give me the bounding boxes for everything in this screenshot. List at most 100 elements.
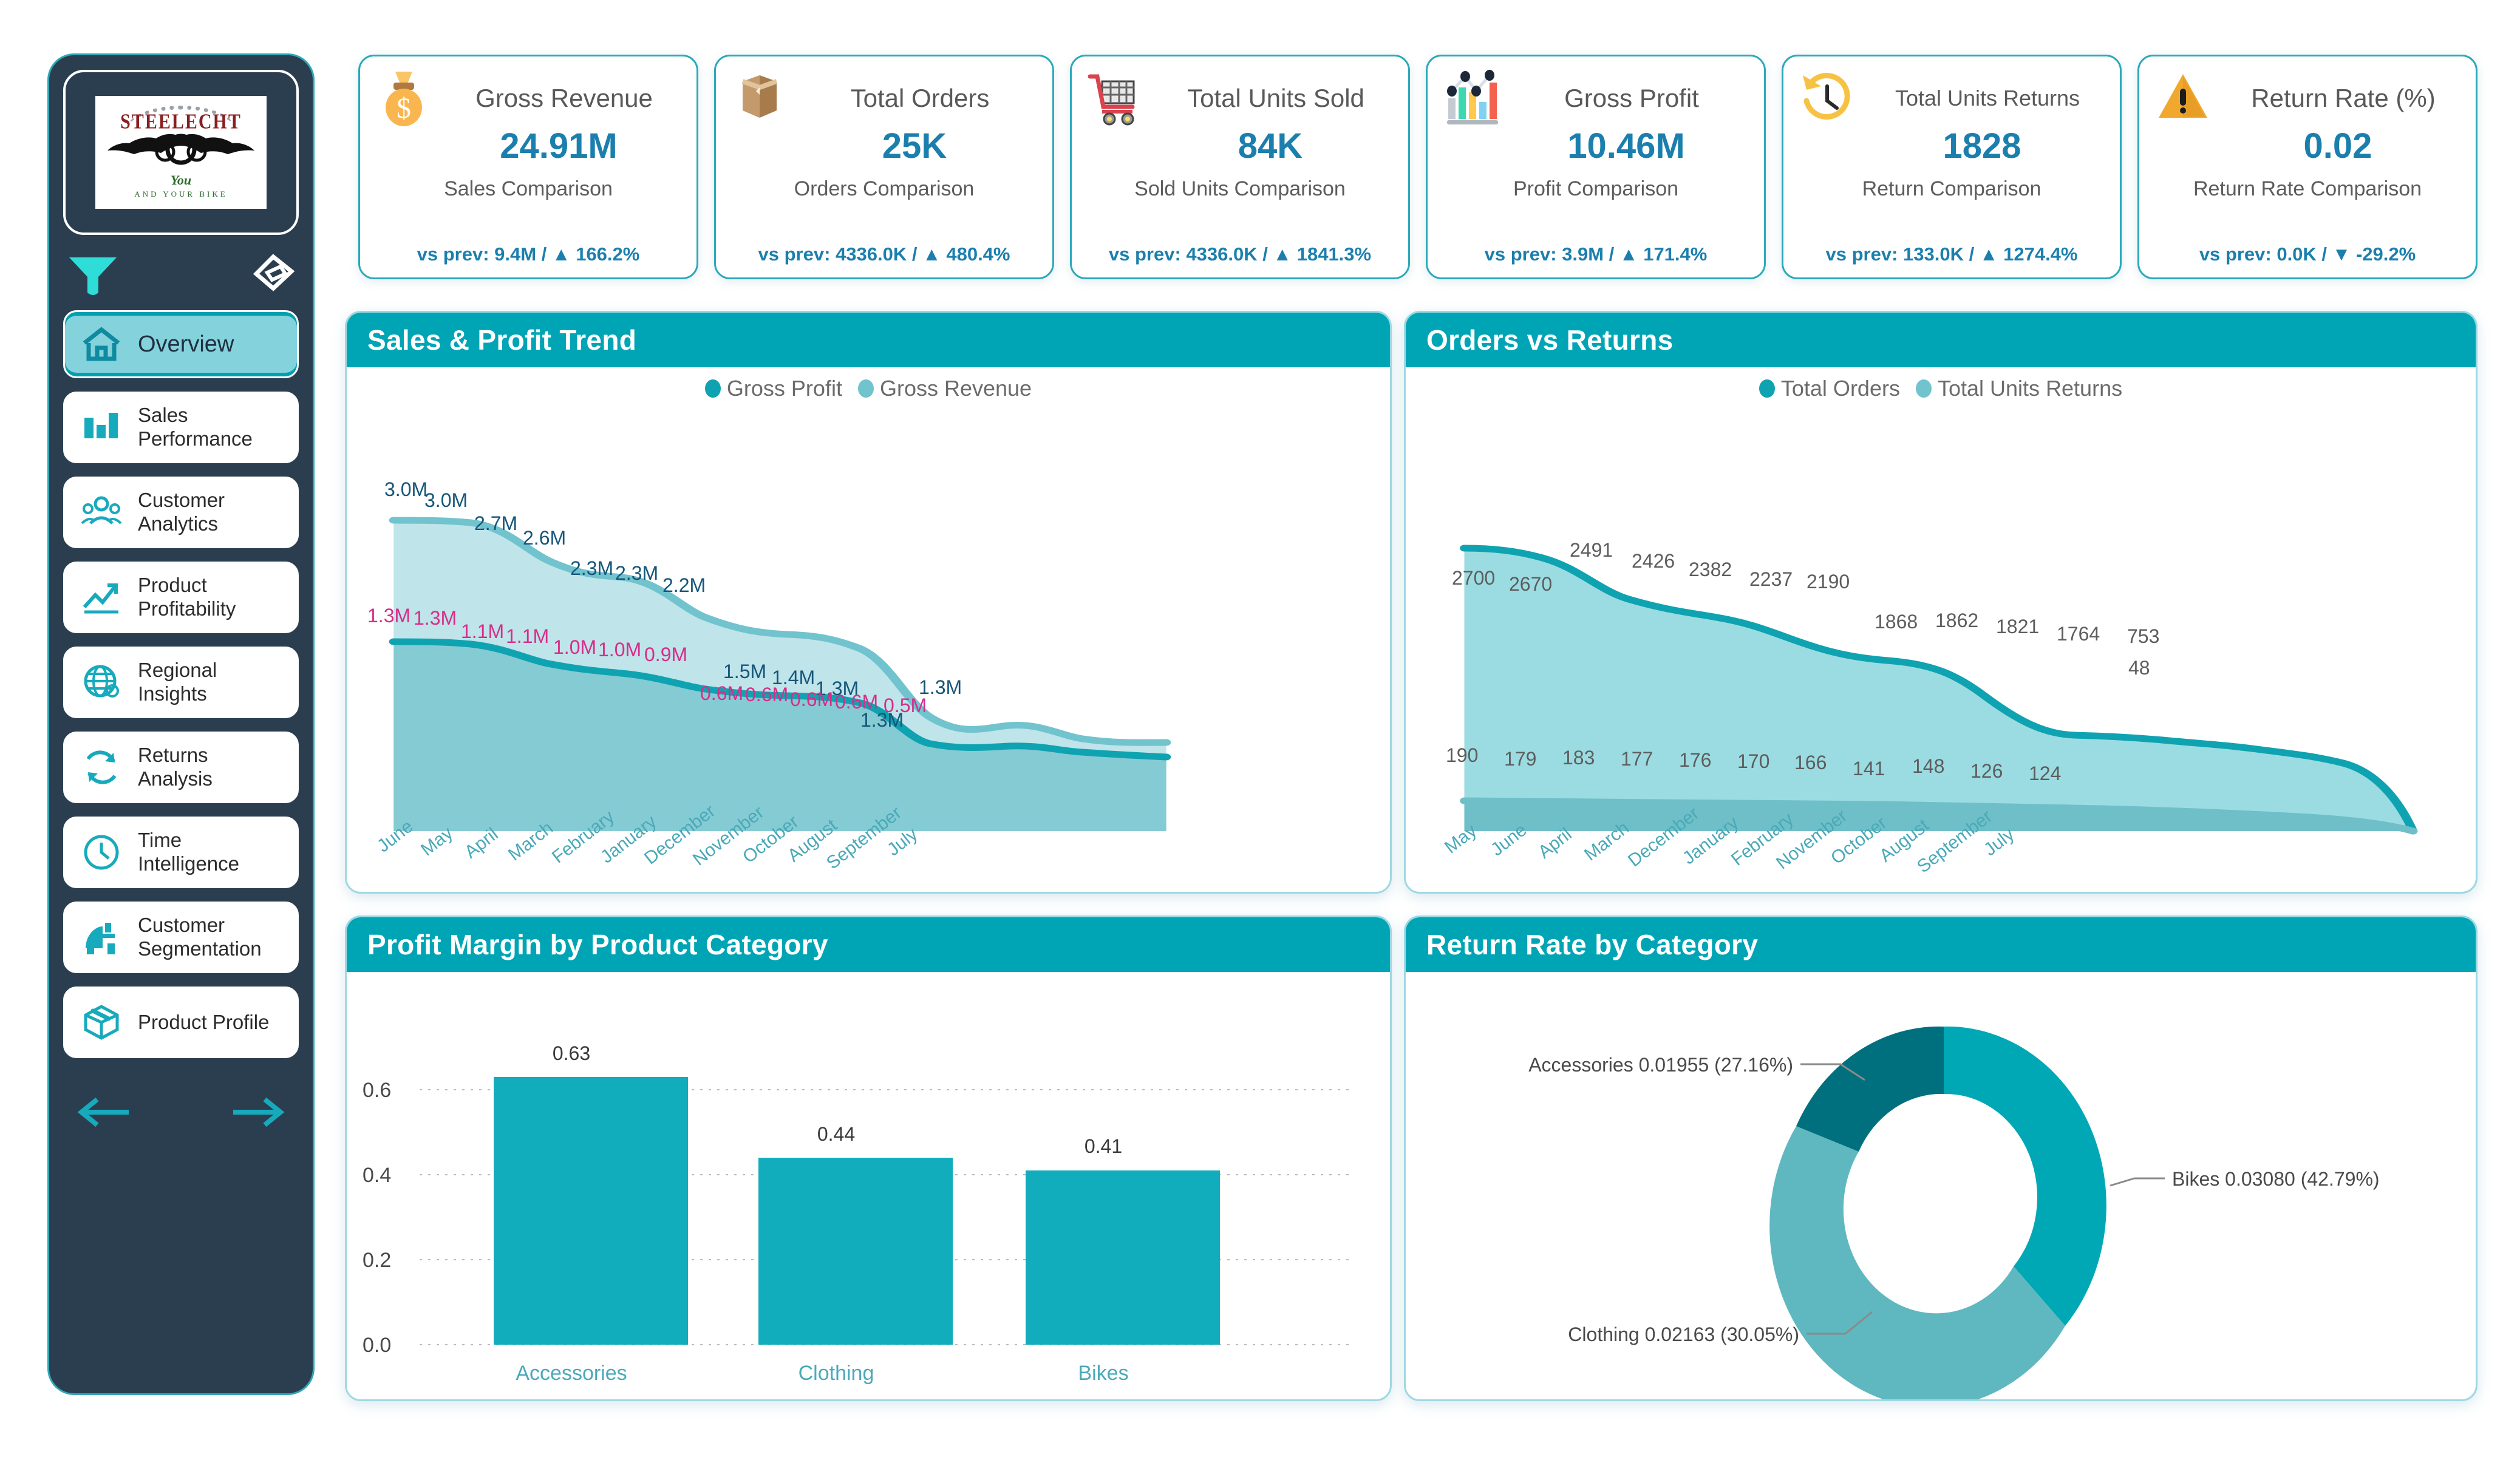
bar-bikes[interactable] — [1026, 1170, 1220, 1345]
diamond-icon[interactable] — [251, 253, 295, 297]
sidebar-item-label: Time Intelligence — [138, 829, 239, 875]
logo-frame: STEELECHT You AND YOUR BIKE — [63, 70, 299, 235]
sidebar-item-regional-insights[interactable]: Regional Insights — [63, 647, 299, 718]
kpi-card-gross-profit[interactable]: Gross Profit 10.46M Profit Comparison vs… — [1426, 55, 1766, 279]
svg-text:0.44: 0.44 — [817, 1123, 855, 1145]
svg-text:1764: 1764 — [2057, 623, 2100, 645]
svg-text:2190: 2190 — [1807, 571, 1850, 593]
legend-item-gross-revenue[interactable]: Gross Revenue — [857, 376, 1032, 401]
svg-text:0.2: 0.2 — [363, 1249, 391, 1272]
kpi-card-total-units-sold[interactable]: Total Units Sold 84K Sold Units Comparis… — [1070, 55, 1410, 279]
svg-text:2.6M: 2.6M — [523, 527, 566, 549]
sidebar-item-time-intelligence[interactable]: Time Intelligence — [63, 817, 299, 888]
legend: Total Orders Total Units Returns — [1406, 376, 2476, 401]
svg-text:2.3M: 2.3M — [615, 562, 658, 584]
sidebar-item-sales-performance[interactable]: Sales Performance — [63, 392, 299, 463]
donut-slice-bikes[interactable] — [1944, 1026, 2106, 1326]
panel-body: Total Orders Total Units Returns 2700 26… — [1406, 367, 2476, 892]
sidebar-item-label: Customer Segmentation — [138, 914, 262, 960]
svg-text:Accessories: Accessories — [516, 1362, 627, 1385]
kpi-subtitle: Return Rate Comparison — [2193, 177, 2422, 200]
svg-text:3.0M: 3.0M — [424, 489, 468, 511]
bar-clothing[interactable] — [758, 1158, 953, 1345]
sidebar-item-customer-segmentation[interactable]: Customer Segmentation — [63, 902, 299, 973]
svg-text:126: 126 — [1970, 760, 2003, 782]
bar-chart-icon — [1447, 70, 1498, 124]
globe-icon — [84, 665, 119, 698]
microscope-icon — [86, 923, 115, 954]
legend: Gross Profit Gross Revenue — [347, 376, 1390, 401]
panel-body: Gross Profit Gross Revenue 3.0M 3.0M 2.7… — [347, 367, 1390, 892]
kpi-card-gross-revenue[interactable]: $ Gross Revenue 24.91M Sales Comparison … — [358, 55, 698, 279]
svg-text:1.0M: 1.0M — [598, 639, 641, 661]
svg-text:2426: 2426 — [1632, 550, 1675, 572]
kpi-value: 84K — [1238, 126, 1303, 166]
kpi-subtitle: Profit Comparison — [1513, 177, 1679, 200]
svg-text:176: 176 — [1679, 749, 1711, 771]
sidebar-item-product-profitability[interactable]: Product Profitability — [63, 562, 299, 633]
svg-text:1.3M: 1.3M — [816, 678, 859, 699]
arrow-left-icon[interactable] — [77, 1093, 132, 1131]
kpi-title: Gross Profit — [1564, 84, 1699, 112]
donut-slice-clothing[interactable] — [1769, 1126, 2065, 1399]
svg-text:1868: 1868 — [1875, 611, 1918, 633]
legend-dot — [857, 379, 874, 398]
sales-profit-area-chart[interactable]: 3.0M 3.0M 2.7M 2.6M 2.3M 2.3M 2.2M 1.5M … — [347, 367, 1390, 894]
revenue-value-labels: 3.0M 3.0M 2.7M 2.6M 2.3M 2.3M 2.2M 1.5M … — [384, 478, 962, 731]
svg-text:$: $ — [397, 92, 411, 124]
logo-tagline: AND YOUR BIKE — [134, 189, 228, 199]
bar-accessories[interactable] — [494, 1077, 688, 1345]
sidebar-item-label: Returns Analysis — [138, 744, 213, 790]
donut-label-bikes: Bikes 0.03080 (42.79%) — [2172, 1168, 2380, 1190]
svg-text:1.3M: 1.3M — [414, 607, 457, 629]
svg-text:179: 179 — [1504, 748, 1536, 770]
kpi-delta: vs prev: 0.0K / ▼ -29.2% — [2199, 243, 2416, 265]
donut-slice-accessories[interactable] — [1796, 1026, 1944, 1152]
svg-text:48: 48 — [2128, 657, 2150, 679]
panel-title: Profit Margin by Product Category — [367, 929, 828, 960]
kpi-card-total-units-returns[interactable]: Total Units Returns 1828 Return Comparis… — [1782, 55, 2122, 279]
kpi-value: 1828 — [1943, 126, 2021, 166]
logo-wordmark: STEELECHT — [120, 110, 242, 134]
sidebar-item-label: Sales Performance — [138, 404, 253, 450]
panel-title: Orders vs Returns — [1426, 324, 1674, 356]
svg-text:1.1M: 1.1M — [461, 620, 504, 642]
logo-wings-icon — [107, 134, 254, 165]
profit-area — [393, 642, 1166, 831]
orders-line — [1460, 545, 2418, 835]
box-icon — [84, 1005, 119, 1040]
kpi-title: Return Rate (%) — [2251, 84, 2436, 112]
kpi-title: Gross Revenue — [475, 84, 653, 112]
svg-text:0.6M: 0.6M — [700, 682, 743, 704]
svg-text:1.3M: 1.3M — [860, 709, 904, 731]
kpi-delta: vs prev: 9.4M / ▲ 166.2% — [417, 243, 640, 265]
svg-text:0.63: 0.63 — [553, 1042, 590, 1064]
sidebar-item-overview[interactable]: Overview — [63, 310, 299, 378]
legend-dot — [1915, 379, 1932, 398]
svg-text:1.1M: 1.1M — [506, 625, 549, 647]
svg-text:Clothing: Clothing — [799, 1362, 874, 1385]
svg-text:Bikes: Bikes — [1078, 1362, 1128, 1385]
legend-item-gross-profit[interactable]: Gross Profit — [704, 376, 842, 401]
svg-text:0.0: 0.0 — [363, 1334, 391, 1357]
orders-returns-area-chart[interactable]: 2700 2670 2491 2426 2382 2237 2190 1868 … — [1406, 367, 2476, 894]
kpi-card-total-orders[interactable]: Total Orders 25K Orders Comparison vs pr… — [714, 55, 1054, 279]
svg-text:2.2M: 2.2M — [662, 574, 706, 596]
arrow-right-icon[interactable] — [230, 1093, 285, 1131]
sidebar-item-product-profile[interactable]: Product Profile — [63, 987, 299, 1058]
return-rate-donut-chart[interactable]: Bikes 0.03080 (42.79%) Accessories 0.019… — [1406, 972, 2476, 1399]
svg-text:0.4: 0.4 — [363, 1164, 391, 1187]
funnel-icon[interactable] — [67, 255, 119, 295]
sidebar-item-customer-analytics[interactable]: Customer Analytics — [63, 477, 299, 548]
kpi-card-return-rate[interactable]: Return Rate (%) 0.02 Return Rate Compari… — [2137, 55, 2477, 279]
panel-title: Sales & Profit Trend — [367, 324, 637, 356]
svg-text:1.5M: 1.5M — [723, 661, 766, 682]
panel-sales-profit-trend: Sales & Profit Trend Gross Profit Gross … — [345, 311, 1392, 894]
panel-profit-margin: Profit Margin by Product Category 0.0 0.… — [345, 915, 1392, 1401]
sidebar-item-returns-analysis[interactable]: Returns Analysis — [63, 732, 299, 803]
svg-text:0.6M: 0.6M — [835, 691, 878, 713]
legend-item-total-orders[interactable]: Total Orders — [1759, 376, 1900, 401]
legend-item-total-units-returns[interactable]: Total Units Returns — [1915, 376, 2122, 401]
profit-margin-bar-chart[interactable]: 0.0 0.2 0.4 0.6 0.63 0.44 0.41 Accessori… — [347, 972, 1390, 1399]
kpi-row: $ Gross Revenue 24.91M Sales Comparison … — [358, 55, 2477, 279]
